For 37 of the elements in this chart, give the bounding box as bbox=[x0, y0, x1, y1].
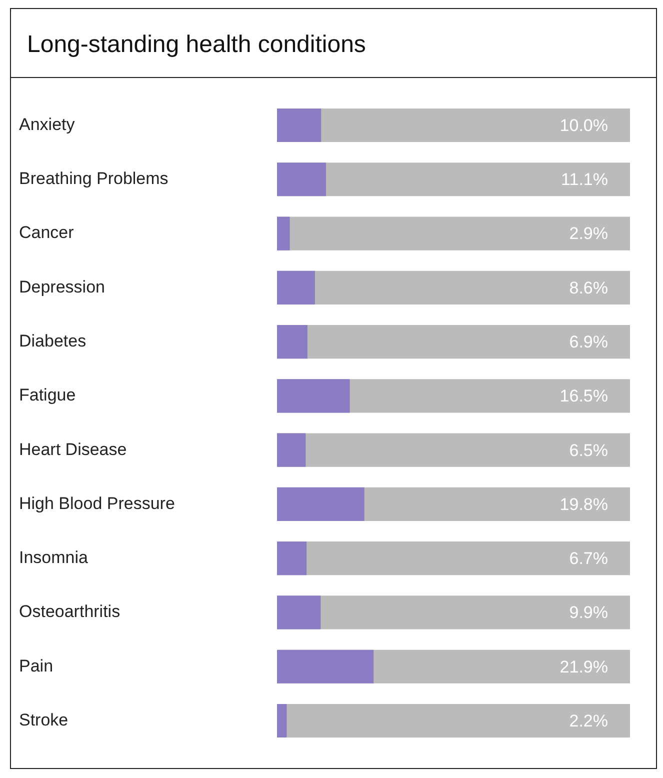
y-tick-label: Anxiety bbox=[19, 114, 76, 134]
bar bbox=[277, 270, 315, 304]
data-label: 9.9% bbox=[569, 603, 608, 622]
bar bbox=[277, 704, 287, 738]
y-tick-label: Osteoarthritis bbox=[19, 602, 120, 622]
data-label: 11.1% bbox=[561, 170, 608, 190]
bar bbox=[277, 650, 374, 684]
data-label: 2.9% bbox=[569, 224, 608, 244]
y-tick-label: Heart Disease bbox=[19, 440, 127, 459]
y-tick-label: Pain bbox=[19, 656, 54, 676]
data-label: 19.8% bbox=[560, 494, 608, 514]
y-tick-label: Depression bbox=[19, 277, 105, 296]
y-tick-label: Insomnia bbox=[19, 548, 89, 568]
bar bbox=[277, 433, 306, 467]
y-tick-label: Fatigue bbox=[19, 386, 76, 405]
chart-title: Long-standing health conditions bbox=[11, 9, 656, 78]
bar bbox=[277, 162, 326, 196]
y-tick-label: Diabetes bbox=[19, 331, 86, 350]
bar bbox=[277, 596, 321, 630]
y-tick-label: Cancer bbox=[19, 223, 74, 242]
data-label: 6.9% bbox=[569, 332, 608, 352]
data-label: 16.5% bbox=[560, 386, 608, 406]
bar bbox=[277, 379, 350, 413]
bar bbox=[277, 325, 308, 359]
bar bbox=[277, 108, 322, 142]
data-label: 6.7% bbox=[569, 549, 608, 568]
y-tick-label: Breathing Problems bbox=[19, 169, 168, 188]
bar bbox=[277, 542, 307, 576]
data-label: 21.9% bbox=[560, 657, 608, 676]
data-label: 6.5% bbox=[569, 440, 608, 460]
bar bbox=[277, 216, 290, 250]
y-tick-label: High Blood Pressure bbox=[19, 494, 175, 513]
data-label: 8.6% bbox=[569, 278, 608, 298]
data-label: 10.0% bbox=[560, 116, 608, 135]
y-tick-label: Stroke bbox=[19, 710, 68, 730]
data-label: 2.2% bbox=[569, 711, 608, 730]
bar bbox=[277, 487, 364, 521]
